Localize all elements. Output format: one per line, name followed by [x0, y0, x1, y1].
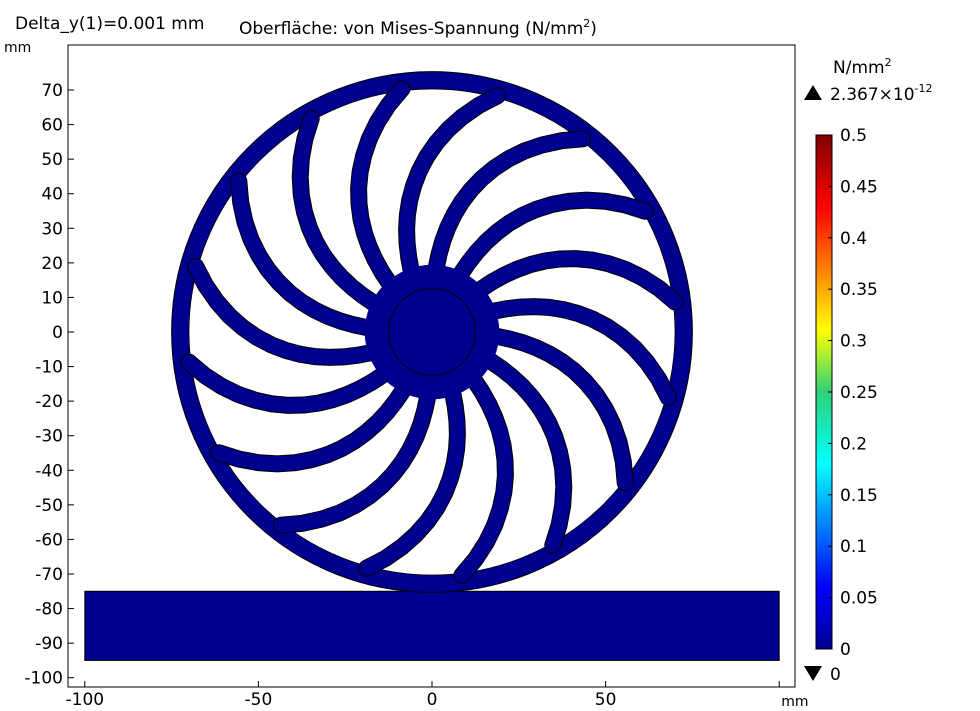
spoke	[181, 354, 403, 413]
hub-boundary	[388, 288, 476, 376]
y-tick-label: 10	[41, 288, 63, 308]
x-tick-label: 0	[427, 690, 438, 710]
spoke	[445, 192, 653, 295]
y-tick-label: 30	[41, 219, 63, 239]
colorbar-tick-label: 0.2	[840, 434, 867, 454]
y-tick-label: 40	[41, 185, 63, 205]
spoke	[469, 345, 572, 553]
spoke	[273, 374, 438, 533]
colorbar-tick-label: 0.05	[840, 589, 878, 609]
max-marker-exponent: -12	[915, 82, 933, 95]
spoke	[474, 326, 633, 491]
y-tick-label: -100	[24, 669, 63, 689]
colorbar-tick-label: 0.35	[840, 280, 878, 300]
min-marker-label: 0	[830, 665, 841, 685]
colorbar-tick-label: 0.25	[840, 383, 878, 403]
spoke	[359, 371, 465, 576]
spoke	[231, 173, 390, 338]
colorbar-tick-label: 0.3	[840, 332, 867, 352]
y-tick-label: -40	[35, 461, 63, 481]
y-tick-label: -20	[35, 392, 63, 412]
colorbar-tick-label: 0.1	[840, 537, 867, 557]
y-tick-label: -70	[35, 565, 63, 585]
spoke	[461, 251, 683, 310]
min-marker-icon	[804, 666, 822, 681]
y-tick-label: -30	[35, 427, 63, 447]
x-tick-label: 50	[595, 690, 617, 710]
colorbar-tick-label: 0.15	[840, 486, 878, 506]
y-axis: 70 60 50 40 30 20 10 0 -10 -20 -30 -40 -50 -60 -70 -80 -…	[24, 81, 74, 689]
y-tick-label: -80	[35, 600, 63, 620]
colorbar-unit: N/mm2	[833, 56, 892, 78]
ground-block	[84, 590, 780, 661]
y-tick-label: 70	[41, 81, 63, 101]
y-tick-label: 0	[52, 323, 63, 343]
spoke	[426, 131, 591, 290]
max-marker-icon	[804, 85, 822, 100]
spoke	[211, 369, 419, 472]
plot-title: Oberfläche: von Mises-Spannung (N/mm2)	[239, 17, 597, 39]
parameter-label: Delta_y(1)=0.001 mm	[15, 14, 204, 34]
x-tick-label: -100	[66, 690, 105, 710]
colorbar-ticks: 0.5 0.45 0.4 0.35 0.3 0.25 0.2 0.15 0.1 0.05 0	[828, 126, 878, 660]
spoke	[399, 88, 505, 293]
colorbar-tick-label: 0.4	[840, 229, 867, 249]
spoke	[351, 81, 410, 303]
colorbar-tick-label: 0.5	[840, 126, 867, 146]
spoke	[471, 299, 676, 405]
max-marker-label: 2.367×10-12	[830, 82, 933, 105]
colorbar-unit-text: N/mm	[833, 58, 885, 78]
colorbar-unit-superscript: 2	[885, 56, 892, 69]
y-tick-label: 20	[41, 254, 63, 274]
y-tick-label: -60	[35, 530, 63, 550]
spoke	[188, 259, 393, 365]
y-axis-unit: mm	[4, 40, 31, 56]
max-marker-mantissa: 2.367×10	[830, 85, 915, 105]
y-tick-label: -90	[35, 634, 63, 654]
spoke	[454, 361, 513, 583]
x-axis-unit: mm	[781, 694, 808, 710]
x-axis: -100 -50 0 50 mm	[66, 681, 808, 710]
geometry-layer	[84, 71, 780, 661]
plot-title-close: )	[590, 19, 597, 39]
y-tick-label: 60	[41, 116, 63, 136]
x-tick-label: -50	[245, 690, 273, 710]
y-tick-label: 50	[41, 150, 63, 170]
colorbar-tick-label: 0.45	[840, 177, 878, 197]
colorbar-tick-label: 0	[840, 640, 851, 660]
y-tick-label: -50	[35, 496, 63, 516]
plot-title-superscript: 2	[583, 17, 590, 30]
y-tick-label: -10	[35, 358, 63, 378]
spoke	[292, 111, 395, 319]
plot-title-text: Oberfläche: von Mises-Spannung (N/mm	[239, 19, 583, 39]
